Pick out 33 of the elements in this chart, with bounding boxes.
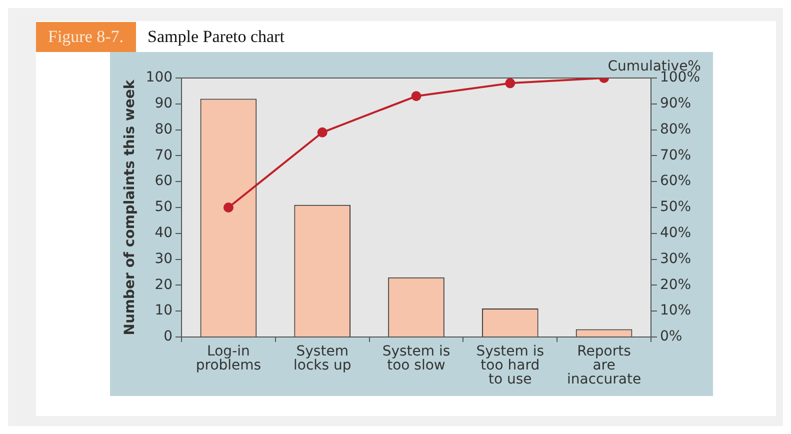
y2-tick-label: 70% <box>660 147 692 164</box>
y2-tick-label: 40% <box>660 225 692 242</box>
x-tick-label: Reports are inaccurate <box>567 344 642 388</box>
y2-tick-label: 60% <box>660 173 692 190</box>
y2-tick-label: 30% <box>660 250 692 267</box>
x-tick-label: System is too hard to use <box>476 344 544 388</box>
chart-title: Figure 8-7. <box>36 22 136 52</box>
x-tick-label: System locks up <box>293 344 352 374</box>
chart-subtitle: Sample Pareto chart <box>148 27 284 47</box>
y2-tick-label: 20% <box>660 276 692 293</box>
point <box>223 202 234 212</box>
y-tick-label: 50 <box>154 199 173 216</box>
point <box>317 127 328 138</box>
x-tick-label: System is too slow <box>382 344 450 374</box>
y-tick-label: 60 <box>154 173 173 190</box>
y-tick-label: 40 <box>154 225 173 242</box>
y-tick-label: 30 <box>154 250 173 267</box>
y-tick-label: 70 <box>154 147 173 164</box>
y-tick-label: 80 <box>154 121 173 138</box>
point <box>505 78 516 88</box>
y2-tick-label: 0% <box>660 328 682 345</box>
y2-tick-label: 80% <box>660 121 692 138</box>
y2-tick-label: 50% <box>660 199 692 216</box>
point <box>411 91 422 102</box>
y2-tick-label: 10% <box>660 302 692 319</box>
y-tick-label: 10 <box>154 302 173 319</box>
y-tick-label: 0 <box>164 328 173 345</box>
y-tick-label: 100 <box>146 70 173 86</box>
y2-tick-label: 90% <box>660 96 692 112</box>
y-tick-label: 20 <box>154 276 173 293</box>
y-tick-label: 90 <box>154 96 173 112</box>
x-tick-label: Log-in problems <box>196 344 262 374</box>
y-axis-title: Number of complaints this week <box>122 79 138 336</box>
